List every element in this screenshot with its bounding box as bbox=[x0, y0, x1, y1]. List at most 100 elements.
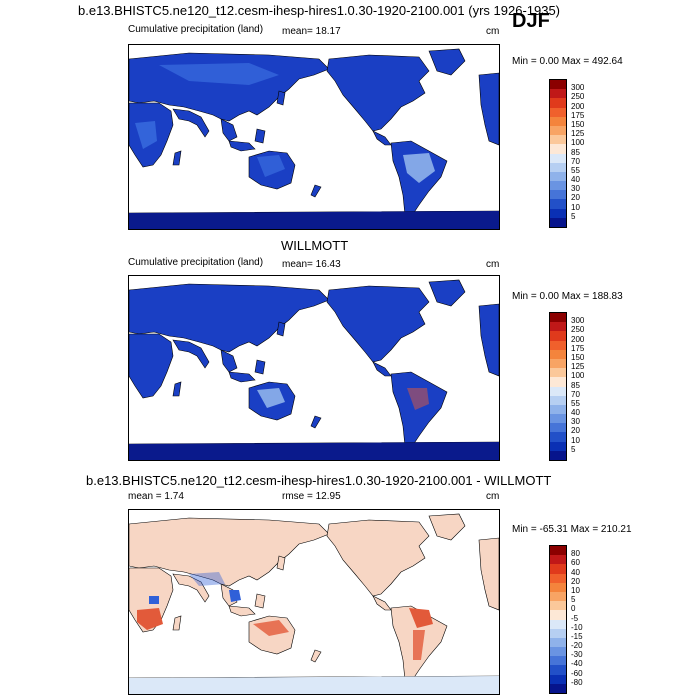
panel2-map-land bbox=[326, 285, 430, 363]
panel2-colorbar-tick-label: 300 bbox=[571, 316, 585, 326]
panel3-colorbar-tick-label: -40 bbox=[571, 659, 583, 669]
panel3-colorbar-tick-label: 10 bbox=[571, 585, 580, 595]
panel1-map-land bbox=[172, 150, 182, 166]
panel2-colorbar-tick-label: 85 bbox=[571, 380, 580, 390]
panel1-map bbox=[128, 44, 500, 230]
panel1-colorbar-tick-label: 70 bbox=[571, 156, 580, 166]
panel2-colorbar-tick-label: 30 bbox=[571, 417, 580, 427]
panel3-colorbar-tick-label: -5 bbox=[571, 613, 579, 623]
panel3-colorbar-tick-label: 5 bbox=[571, 595, 576, 605]
panel3-map-land bbox=[172, 573, 210, 603]
panel2-map-shading bbox=[129, 442, 499, 460]
panel2-colorbar-tick-label: 20 bbox=[571, 426, 580, 436]
panel3-map-land bbox=[172, 615, 182, 631]
panel1-colorbar-tick-label: 200 bbox=[571, 101, 585, 111]
panel1-colorbar-tick-label: 30 bbox=[571, 184, 580, 194]
panel1-colorbar-tick-label: 250 bbox=[571, 92, 585, 102]
panel2-map-land bbox=[172, 381, 182, 397]
panel3-map-land bbox=[228, 605, 256, 617]
panel3-colorbar-tick-label: 80 bbox=[571, 549, 580, 559]
panel1-map-shading bbox=[135, 121, 157, 149]
panel3-colorbar-tick-label: -20 bbox=[571, 641, 583, 651]
panel2-map-land bbox=[228, 371, 256, 383]
panel1-subtitle: Cumulative precipitation (land) bbox=[128, 24, 264, 35]
panel1-colorbar bbox=[549, 79, 567, 228]
panel1-units: cm bbox=[486, 26, 500, 37]
panel3-map-shading bbox=[149, 596, 159, 604]
panel3-map-land bbox=[428, 513, 466, 541]
panel2-map-land bbox=[310, 415, 322, 429]
panel1-mean: mean= 18.17 bbox=[282, 26, 341, 37]
panel2-colorbar-tick-label: 150 bbox=[571, 352, 585, 362]
panel3-colorbar-tick-label: 0 bbox=[571, 604, 576, 614]
panel3-minmax: Min = -65.31 Max = 210.21 bbox=[512, 524, 632, 535]
panel2-subtitle: Cumulative precipitation (land) bbox=[128, 257, 264, 268]
panel1-colorbar-tick-label: 10 bbox=[571, 202, 580, 212]
panel1-map-land bbox=[276, 90, 286, 106]
panel3-map-shading bbox=[129, 676, 499, 694]
panel1-map-land bbox=[172, 108, 210, 138]
panel2-map-shading bbox=[257, 388, 285, 408]
panel1-colorbar-tick-label: 20 bbox=[571, 193, 580, 203]
panel3-map-land bbox=[129, 517, 330, 587]
panel3-colorbar-tick-label: 60 bbox=[571, 558, 580, 568]
panel1-map-land bbox=[228, 140, 256, 152]
panel2-colorbar-tick-label: 5 bbox=[571, 444, 576, 454]
panel3-map-land bbox=[310, 649, 322, 663]
panel3-colorbar-tick-label: -60 bbox=[571, 668, 583, 678]
panel2-minmax: Min = 0.00 Max = 188.83 bbox=[512, 291, 623, 302]
panel2-map-land bbox=[478, 303, 499, 377]
panel3-map-shading bbox=[413, 630, 425, 660]
panel1-map-land bbox=[326, 54, 430, 132]
panel3-colorbar-tick-label: 40 bbox=[571, 567, 580, 577]
panel2-colorbar-tick-label: 40 bbox=[571, 408, 580, 418]
panel1-map-land bbox=[254, 128, 266, 144]
panel2-map-land bbox=[372, 361, 392, 377]
panel2-colorbar-tick-label: 175 bbox=[571, 343, 585, 353]
panel1-colorbar-tick-label: 300 bbox=[571, 83, 585, 93]
panel2-colorbar bbox=[549, 312, 567, 461]
panel3-units: cm bbox=[486, 491, 500, 502]
panel1-map-land bbox=[310, 184, 322, 198]
panel1-colorbar-tick-label: 125 bbox=[571, 129, 585, 139]
panel1-map-land bbox=[220, 118, 238, 142]
panel2-colorbar-tick-label: 55 bbox=[571, 398, 580, 408]
panel1-colorbar-tick-label: 40 bbox=[571, 175, 580, 185]
panel2-map-land bbox=[220, 349, 238, 373]
panel2-colorbar-tick-label: 100 bbox=[571, 371, 585, 381]
panel3-map-shading bbox=[409, 608, 433, 628]
panel2-colorbar-tick-label: 125 bbox=[571, 362, 585, 372]
panel2-colorbar-tick-label: 70 bbox=[571, 389, 580, 399]
panel2-mean: mean= 16.43 bbox=[282, 259, 341, 270]
panel2-colorbar-tick-label: 250 bbox=[571, 325, 585, 335]
panel3-colorbar-tick-label: -15 bbox=[571, 631, 583, 641]
panel2-map-svg bbox=[129, 279, 499, 460]
season-label: DJF bbox=[512, 10, 550, 32]
panel1-map-shading bbox=[159, 63, 279, 85]
panel3-map-shading bbox=[253, 620, 289, 636]
panel1-colorbar-tick-label: 175 bbox=[571, 110, 585, 120]
panel2-title: WILLMOTT bbox=[281, 238, 349, 253]
panel2-map-land bbox=[254, 359, 266, 375]
panel1-title: b.e13.BHISTC5.ne120_t12.cesm-ihesp-hires… bbox=[78, 3, 561, 18]
panel3-map-land bbox=[372, 595, 392, 611]
panel3-colorbar bbox=[549, 545, 567, 694]
panel3-colorbar-tick-label: -80 bbox=[571, 677, 583, 687]
panel2-map-land bbox=[172, 339, 210, 369]
panel1-colorbar-tick-label: 150 bbox=[571, 119, 585, 129]
panel2-map-land bbox=[428, 279, 466, 307]
panel3-map-shading bbox=[137, 608, 163, 630]
panel3-colorbar-tick-label: -30 bbox=[571, 650, 583, 660]
panel1-map-land bbox=[428, 48, 466, 76]
panel2-units: cm bbox=[486, 259, 500, 270]
panel1-colorbar-tick-label: 100 bbox=[571, 138, 585, 148]
panel2-map-shading bbox=[407, 388, 429, 410]
panel2-map-land bbox=[276, 321, 286, 337]
panel1-map-svg bbox=[129, 48, 499, 229]
panel3-mean: mean = 1.74 bbox=[128, 491, 184, 502]
panel3-rmse: rmse = 12.95 bbox=[282, 491, 341, 502]
panel3-map bbox=[128, 509, 500, 695]
panel3-map-shading bbox=[189, 572, 225, 586]
panel1-map-shading bbox=[129, 211, 499, 229]
panel1-minmax: Min = 0.00 Max = 492.64 bbox=[512, 56, 623, 67]
